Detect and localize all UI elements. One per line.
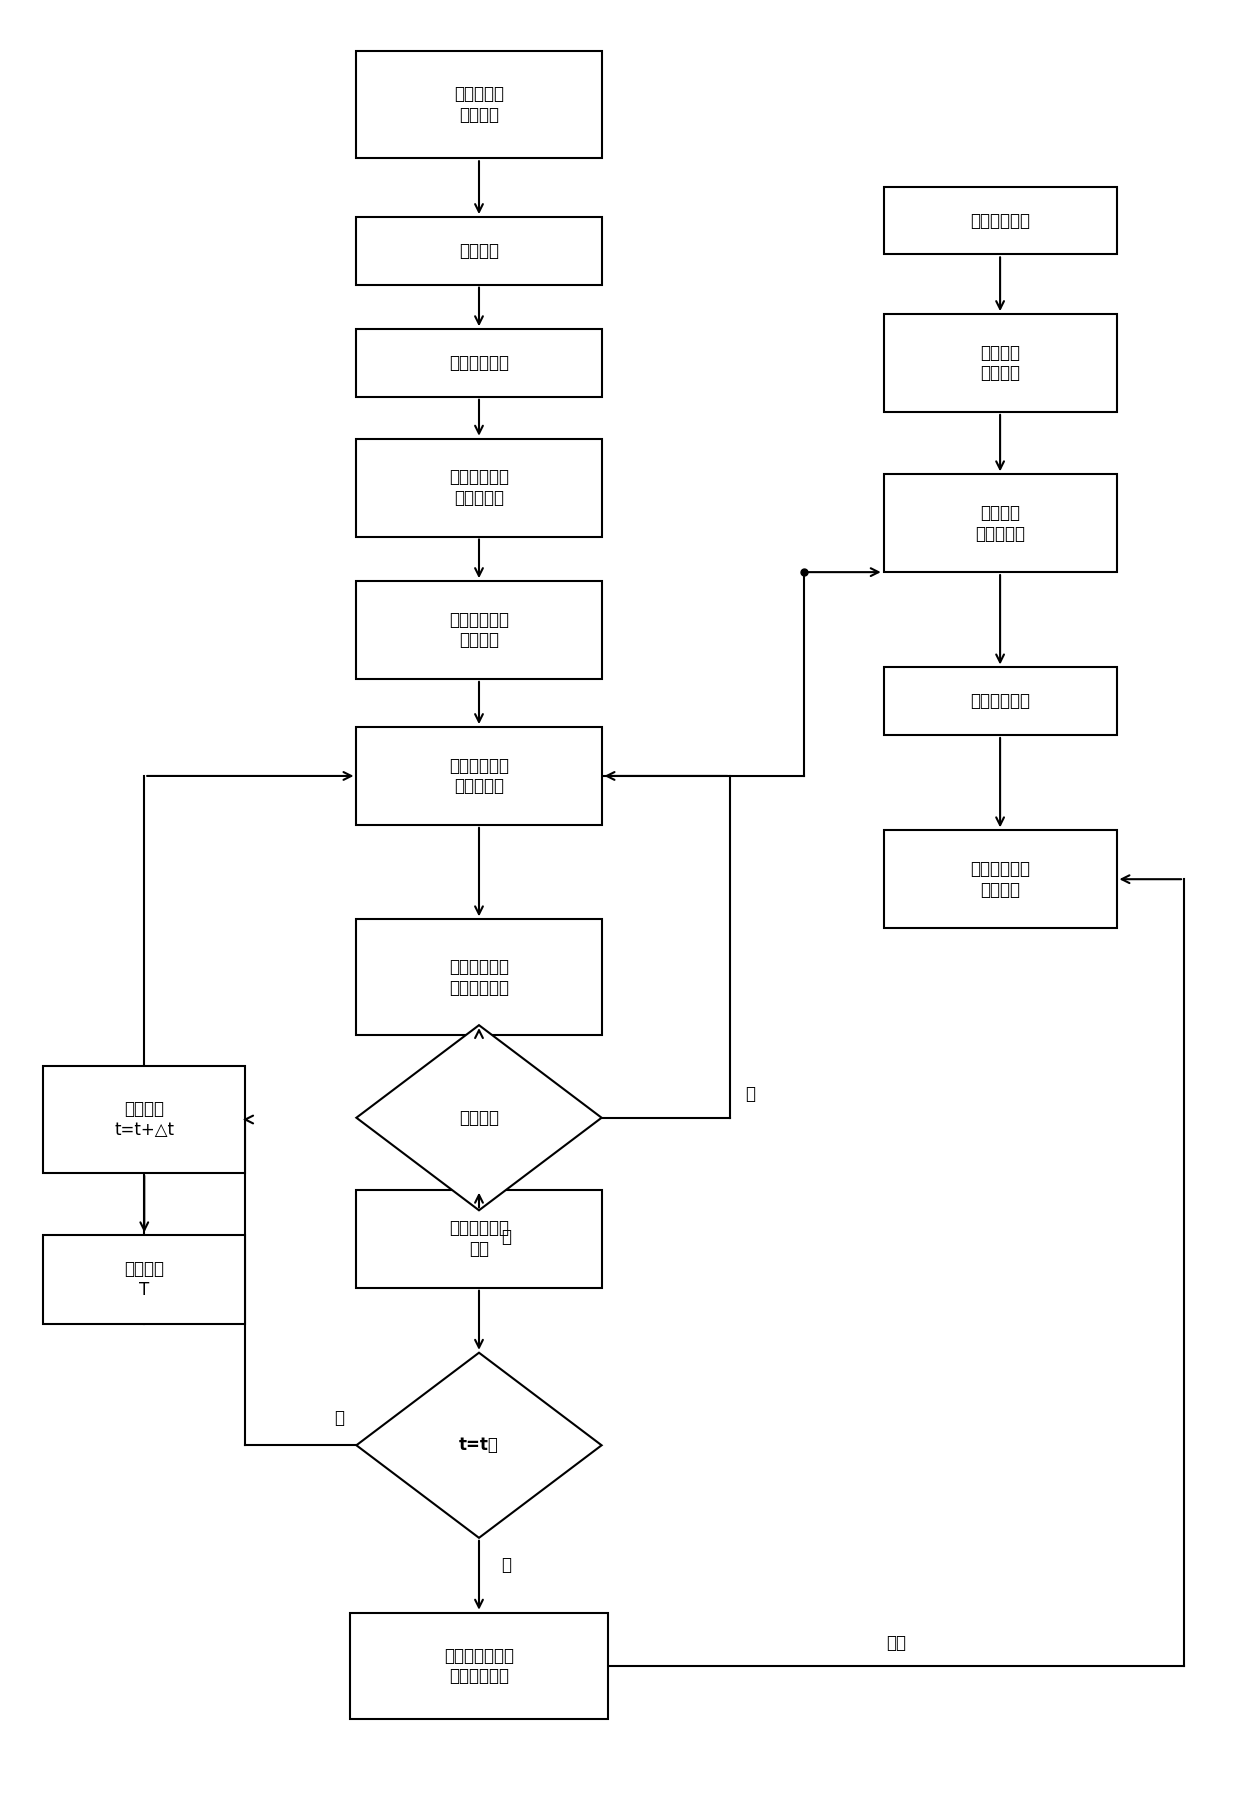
Bar — [350, 1613, 608, 1719]
Text: 计算工件温度
与热应力: 计算工件温度 与热应力 — [970, 859, 1030, 899]
Text: t=t总: t=t总 — [459, 1437, 498, 1455]
Bar — [884, 474, 1116, 572]
Bar — [884, 831, 1116, 927]
Text: 时间子步
t=t+△t: 时间子步 t=t+△t — [114, 1100, 175, 1139]
Text: 选择计算模型: 选择计算模型 — [449, 353, 508, 371]
Text: 输入边界条件: 输入边界条件 — [970, 692, 1030, 710]
Text: 选取单元
划分网格: 选取单元 划分网格 — [980, 344, 1021, 382]
Polygon shape — [356, 1024, 601, 1211]
Text: 否: 否 — [745, 1085, 755, 1103]
Text: 计算等效入口
边界条件: 计算等效入口 边界条件 — [449, 610, 508, 649]
Text: 工件周围温度分
布及升温曲线: 工件周围温度分 布及升温曲线 — [444, 1647, 515, 1685]
Bar — [884, 314, 1116, 413]
Bar — [356, 1189, 601, 1288]
Bar — [356, 328, 601, 396]
Text: 确定入口边界
条件与载荷: 确定入口边界 条件与载荷 — [449, 468, 508, 508]
Text: 否: 否 — [334, 1410, 345, 1428]
Text: 是: 是 — [501, 1555, 511, 1573]
Text: 是: 是 — [501, 1229, 511, 1247]
Bar — [884, 667, 1116, 736]
Text: 载荷: 载荷 — [885, 1634, 906, 1652]
Bar — [356, 581, 601, 678]
Bar — [356, 52, 601, 158]
Text: 网格划分: 网格划分 — [459, 242, 498, 260]
Bar — [356, 727, 601, 825]
Text: 更新温度
T: 更新温度 T — [124, 1261, 164, 1299]
Text: 输入工件
热物性参数: 输入工件 热物性参数 — [975, 504, 1025, 542]
Bar — [356, 919, 601, 1035]
Text: 计算收敛: 计算收敛 — [459, 1109, 498, 1127]
Bar — [356, 217, 601, 285]
Text: 建立加热炉
几何模型: 建立加热炉 几何模型 — [454, 86, 503, 124]
Bar — [43, 1236, 246, 1324]
Bar — [43, 1066, 246, 1173]
Text: 设定出口与壁
面边界条件: 设定出口与壁 面边界条件 — [449, 757, 508, 795]
Text: 分别计算两侧
烧嘴燃烧情况: 分别计算两侧 烧嘴燃烧情况 — [449, 958, 508, 996]
Text: 建立工件模型: 建立工件模型 — [970, 212, 1030, 230]
Bar — [356, 438, 601, 536]
Polygon shape — [356, 1353, 601, 1537]
Bar — [884, 187, 1116, 255]
Text: 取均值为真实
温度: 取均值为真实 温度 — [449, 1220, 508, 1258]
